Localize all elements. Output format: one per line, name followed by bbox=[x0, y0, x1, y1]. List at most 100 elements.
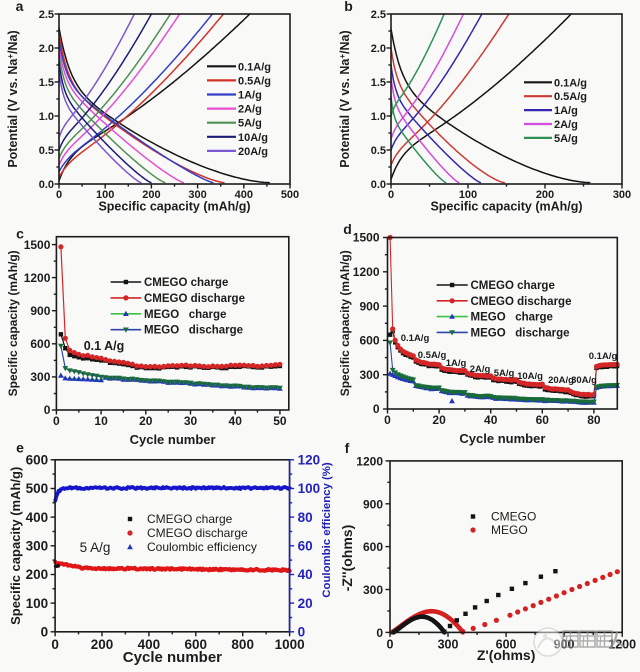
svg-text:0: 0 bbox=[53, 414, 60, 428]
svg-text:300: 300 bbox=[363, 583, 383, 597]
svg-text:0.5A/g: 0.5A/g bbox=[554, 91, 587, 103]
svg-text:80: 80 bbox=[587, 413, 601, 427]
svg-text:2.0: 2.0 bbox=[39, 43, 54, 55]
svg-text:Cycle number: Cycle number bbox=[130, 432, 216, 447]
svg-text:600: 600 bbox=[363, 540, 383, 554]
svg-text:Specific capacity (mAh/g): Specific capacity (mAh/g) bbox=[338, 250, 352, 396]
svg-text:0.1A/g: 0.1A/g bbox=[401, 333, 430, 344]
svg-text:10A/g: 10A/g bbox=[517, 371, 543, 382]
svg-text:200: 200 bbox=[91, 637, 114, 652]
svg-text:5A/g: 5A/g bbox=[554, 133, 578, 145]
svg-text:120: 120 bbox=[298, 453, 321, 468]
svg-text:0: 0 bbox=[373, 402, 380, 416]
svg-text:10: 10 bbox=[94, 414, 108, 428]
svg-text:0: 0 bbox=[298, 625, 306, 640]
svg-text:30A/g: 30A/g bbox=[571, 375, 597, 386]
svg-text:1.0: 1.0 bbox=[39, 111, 54, 123]
svg-text:MEGO: MEGO bbox=[491, 523, 528, 537]
svg-text:300: 300 bbox=[438, 637, 459, 651]
svg-text:0: 0 bbox=[388, 189, 394, 201]
svg-text:1500: 1500 bbox=[353, 231, 380, 245]
svg-text:5 A/g: 5 A/g bbox=[80, 540, 111, 555]
svg-text:100: 100 bbox=[26, 596, 49, 611]
svg-text:2A/g: 2A/g bbox=[554, 119, 578, 131]
svg-text:0.1A/g: 0.1A/g bbox=[238, 61, 271, 73]
svg-text:0.1A/g: 0.1A/g bbox=[589, 351, 618, 362]
svg-text:d: d bbox=[343, 221, 352, 237]
svg-text:900: 900 bbox=[30, 304, 50, 318]
svg-text:CMEGO discharge: CMEGO discharge bbox=[144, 293, 245, 305]
svg-text:0.0: 0.0 bbox=[39, 179, 54, 191]
svg-text:e: e bbox=[16, 440, 24, 456]
svg-text:1.5: 1.5 bbox=[371, 77, 386, 89]
svg-text:60: 60 bbox=[298, 539, 313, 554]
svg-text:0.5A/g: 0.5A/g bbox=[238, 75, 271, 87]
svg-text:0: 0 bbox=[376, 626, 383, 640]
svg-text:Specific capacity (mAh/g): Specific capacity (mAh/g) bbox=[6, 250, 20, 396]
svg-text:Potential (V vs. Na+/Na): Potential (V vs. Na+/Na) bbox=[6, 30, 20, 167]
svg-text:0.5A/g: 0.5A/g bbox=[418, 350, 447, 361]
svg-text:200: 200 bbox=[26, 567, 49, 582]
svg-text:600: 600 bbox=[26, 453, 49, 468]
svg-text:20: 20 bbox=[432, 413, 446, 427]
svg-text:2A/g: 2A/g bbox=[238, 104, 262, 116]
svg-text:500: 500 bbox=[26, 481, 49, 496]
svg-text:300: 300 bbox=[26, 539, 49, 554]
svg-text:300: 300 bbox=[188, 189, 206, 201]
svg-text:600: 600 bbox=[185, 637, 208, 652]
svg-text:1200: 1200 bbox=[353, 265, 380, 279]
svg-text:5A/g: 5A/g bbox=[238, 118, 262, 130]
svg-text:40: 40 bbox=[484, 413, 498, 427]
svg-text:20A/g: 20A/g bbox=[548, 375, 574, 386]
svg-text:1500: 1500 bbox=[24, 238, 51, 252]
svg-text:900: 900 bbox=[363, 497, 383, 511]
svg-text:100: 100 bbox=[298, 481, 321, 496]
svg-text:300: 300 bbox=[359, 368, 379, 382]
svg-text:2A/g: 2A/g bbox=[470, 364, 491, 375]
svg-text:Z'(ohms): Z'(ohms) bbox=[477, 647, 536, 663]
svg-text:800: 800 bbox=[231, 637, 254, 652]
svg-text:0.5: 0.5 bbox=[371, 145, 386, 157]
svg-text:Potential (V vs. Na+/Na): Potential (V vs. Na+/Na) bbox=[338, 30, 352, 167]
svg-text:20: 20 bbox=[298, 596, 313, 611]
svg-text:Cycle number: Cycle number bbox=[459, 431, 545, 446]
svg-text:40: 40 bbox=[298, 567, 313, 582]
svg-text:10A/g: 10A/g bbox=[238, 132, 268, 144]
svg-text:5A/g: 5A/g bbox=[494, 368, 515, 379]
svg-text:300: 300 bbox=[613, 189, 631, 201]
svg-text:0: 0 bbox=[51, 637, 59, 652]
svg-text:a: a bbox=[16, 0, 24, 14]
svg-text:0.1 A/g: 0.1 A/g bbox=[84, 339, 125, 353]
svg-text:0.5: 0.5 bbox=[39, 145, 54, 157]
svg-text:Coulombic efficiency (%): Coulombic efficiency (%) bbox=[321, 462, 333, 598]
svg-text:20: 20 bbox=[139, 414, 153, 428]
svg-text:CMEGO charge: CMEGO charge bbox=[147, 512, 233, 526]
svg-text:30: 30 bbox=[184, 414, 198, 428]
svg-text:1200: 1200 bbox=[24, 271, 51, 285]
svg-text:100: 100 bbox=[459, 189, 477, 201]
svg-text:2.5: 2.5 bbox=[371, 9, 386, 21]
svg-text:Cycle number: Cycle number bbox=[123, 649, 222, 666]
svg-text:20A/g: 20A/g bbox=[238, 146, 268, 158]
svg-text:-Z''(ohms): -Z''(ohms) bbox=[339, 525, 355, 592]
svg-text:0: 0 bbox=[41, 625, 49, 640]
svg-text:50: 50 bbox=[273, 414, 287, 428]
svg-text:1200: 1200 bbox=[356, 454, 383, 468]
svg-text:CMEGO discharge: CMEGO discharge bbox=[471, 296, 572, 308]
svg-text:1000: 1000 bbox=[275, 637, 305, 652]
svg-text:600: 600 bbox=[359, 334, 379, 348]
svg-text:f: f bbox=[345, 440, 350, 456]
svg-text:1.5: 1.5 bbox=[39, 77, 54, 89]
svg-text:0.0: 0.0 bbox=[371, 179, 386, 191]
svg-text:200: 200 bbox=[536, 189, 554, 201]
svg-text:Specific capacity (mAh/g): Specific capacity (mAh/g) bbox=[98, 200, 250, 214]
svg-text:CMEGO charge: CMEGO charge bbox=[144, 277, 228, 289]
svg-text:60: 60 bbox=[536, 413, 550, 427]
svg-text:MEGO discharge: MEGO discharge bbox=[144, 325, 243, 337]
svg-text:100: 100 bbox=[96, 189, 114, 201]
svg-text:500: 500 bbox=[281, 189, 299, 201]
svg-text:1A/g: 1A/g bbox=[238, 90, 262, 102]
svg-text:0: 0 bbox=[384, 413, 391, 427]
svg-text:MEGO discharge: MEGO discharge bbox=[471, 327, 570, 339]
svg-text:1A/g: 1A/g bbox=[554, 105, 578, 117]
